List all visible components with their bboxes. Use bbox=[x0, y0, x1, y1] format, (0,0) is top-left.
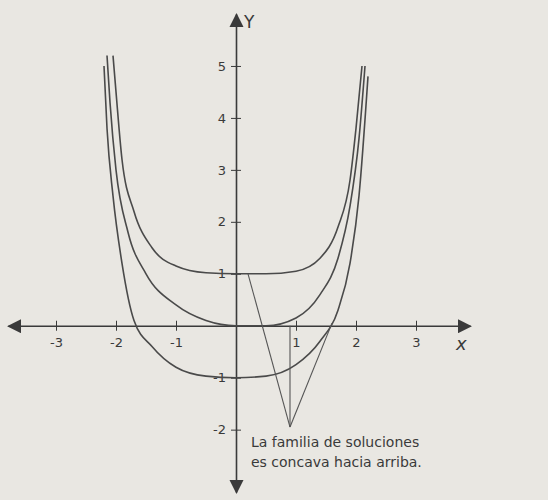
y-tick-label: 4 bbox=[218, 111, 226, 126]
chart: -3-2-1123-2-112345YxLa familia de soluci… bbox=[0, 0, 548, 500]
x-tick: -3 bbox=[50, 321, 63, 350]
y-tick: -2 bbox=[213, 422, 241, 437]
y-tick-label: 3 bbox=[218, 163, 226, 178]
y-tick-label: 5 bbox=[218, 59, 226, 74]
x-tick-mark bbox=[296, 321, 297, 331]
y-tick-mark bbox=[231, 222, 241, 223]
y-tick-label: -2 bbox=[213, 422, 226, 437]
x-tick: 2 bbox=[352, 321, 360, 350]
x-tick-mark bbox=[176, 321, 177, 331]
x-tick: -1 bbox=[170, 321, 183, 350]
plot-area bbox=[104, 56, 368, 378]
y-tick-mark bbox=[231, 430, 241, 431]
y-tick-mark bbox=[231, 66, 241, 67]
x-tick: 1 bbox=[292, 321, 300, 350]
solution-curve bbox=[113, 56, 362, 274]
y-tick: 2 bbox=[218, 214, 241, 229]
y-axis-title: Y bbox=[243, 12, 255, 32]
x-tick-label: -3 bbox=[50, 335, 63, 350]
x-tick-label: 2 bbox=[352, 335, 360, 350]
solution-curve bbox=[107, 56, 365, 326]
y-tick-label: 2 bbox=[218, 214, 226, 229]
y-axis-line bbox=[236, 15, 238, 493]
x-tick-label: -1 bbox=[170, 335, 183, 350]
y-tick-mark bbox=[231, 170, 241, 171]
leader-line bbox=[290, 323, 332, 427]
annotation: La familia de solucioneses concava hacia… bbox=[251, 434, 422, 470]
leader-line bbox=[248, 274, 290, 427]
x-tick-mark bbox=[416, 321, 417, 331]
x-tick-mark bbox=[356, 321, 357, 331]
x-tick-label: 3 bbox=[412, 335, 420, 350]
y-tick: 4 bbox=[218, 111, 241, 126]
x-axis-title: x bbox=[455, 333, 467, 354]
leader-line bbox=[289, 326, 290, 427]
x-tick-mark bbox=[56, 321, 57, 331]
x-tick-label: 1 bbox=[292, 335, 300, 350]
y-tick: 5 bbox=[218, 59, 241, 74]
y-tick-mark bbox=[231, 118, 241, 119]
x-tick: 3 bbox=[412, 321, 420, 350]
x-tick-mark bbox=[116, 321, 117, 331]
x-tick: -2 bbox=[110, 321, 123, 350]
y-axis: -2-112345 bbox=[213, 15, 241, 493]
y-tick: 3 bbox=[218, 163, 241, 178]
x-tick-label: -2 bbox=[110, 335, 123, 350]
